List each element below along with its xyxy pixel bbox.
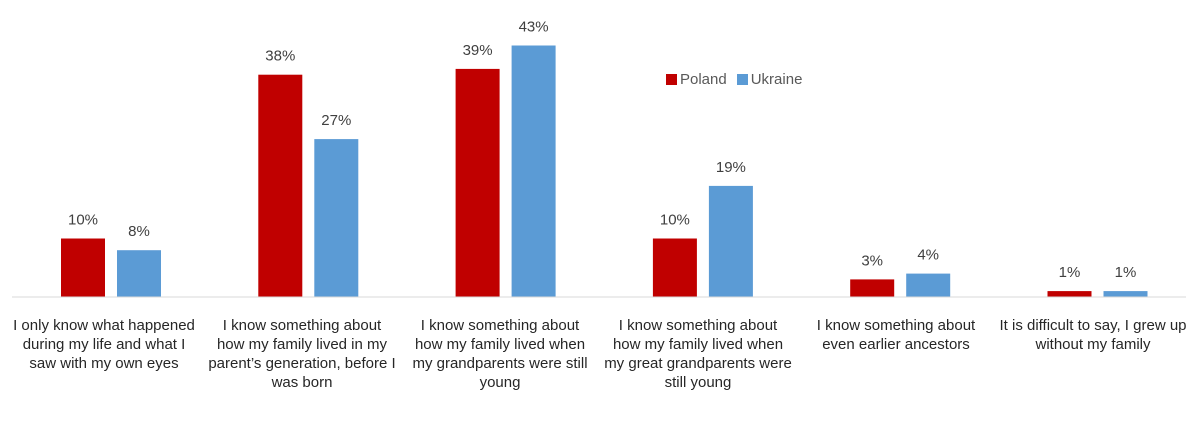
bar-ukraine [314,139,359,297]
data-labels: 10% 8% 38% 27% 39% 43% 10% 19% 3% 4% 1% 1% [68,19,1136,282]
data-label-ukraine: 27% [321,112,351,129]
legend-label-poland: Poland [680,71,727,88]
legend: Poland Ukraine [666,71,812,88]
legend-item-ukraine: Ukraine [736,71,803,88]
data-label-poland: 10% [660,212,690,229]
category-label: I know something about how my family liv… [604,317,792,391]
bar-poland [652,238,697,297]
bar-ukraine [117,250,161,297]
bar-poland [455,68,500,298]
legend-swatch-ukraine [736,74,748,85]
legend-swatch-poland [666,74,677,85]
data-label-poland: 3% [861,252,883,269]
bar-ukraine [906,273,951,297]
data-label-ukraine: 43% [519,19,549,36]
category-label: I only know what happened during my life… [13,317,195,372]
category-label: I know something about how my family liv… [412,317,588,391]
data-label-ukraine: 1% [1115,264,1137,281]
bar-poland [61,238,105,297]
bar-poland [1047,291,1092,297]
data-label-poland: 39% [463,42,493,59]
data-label-poland: 1% [1059,264,1081,281]
bar-ukraine [708,185,753,297]
data-label-ukraine: 19% [716,159,746,176]
category-label: I know something about even earlier ance… [816,317,976,353]
category-label: I know something about how my family liv… [208,317,396,391]
bars [61,45,1148,298]
data-label-poland: 38% [265,48,295,65]
legend-item-poland: Poland [666,71,727,88]
bar-poland [258,74,303,297]
data-label-ukraine: 4% [917,247,939,264]
bar-poland [850,279,895,297]
data-label-poland: 10% [68,212,98,229]
data-label-ukraine: 8% [128,223,150,240]
bar-ukraine [1103,291,1148,297]
legend-label-ukraine: Ukraine [750,71,803,88]
category-label: It is difficult to say, I grew up withou… [999,317,1187,353]
bar-ukraine [511,45,556,297]
